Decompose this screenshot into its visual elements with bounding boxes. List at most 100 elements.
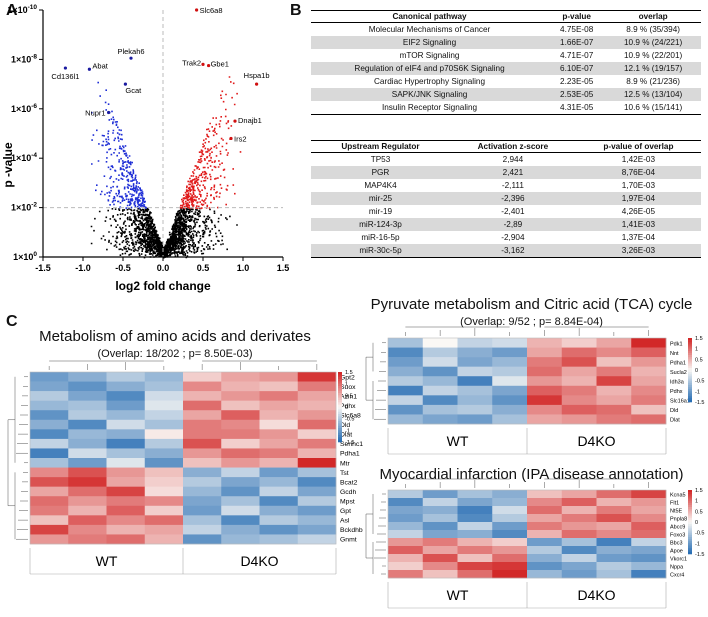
heatmap-cell <box>221 505 260 516</box>
heatmap-cell <box>297 477 337 487</box>
heatmap-border <box>29 371 337 545</box>
heatmap-cell <box>30 534 69 545</box>
heatmap-cell <box>388 338 424 348</box>
heatmap-cell <box>492 562 528 571</box>
volcano-gene-point <box>201 62 205 66</box>
heatmap-cell <box>422 570 458 579</box>
heatmap-cell <box>492 554 528 563</box>
ur-row: mir-19 -2,401 4,26E-05 <box>311 205 701 218</box>
heatmap-gene-label: Serinc1 <box>340 441 363 448</box>
heatmap-cell <box>30 372 69 382</box>
heatmap-cell <box>221 534 260 545</box>
heatmap-cell <box>144 448 184 459</box>
heatmap-cell <box>183 505 222 516</box>
heatmap-cell <box>631 498 667 507</box>
heatmap-cell <box>68 381 107 392</box>
volcano-gene-label: Hspa1b <box>244 71 270 80</box>
heatmap-cell <box>297 486 337 497</box>
heatmap-cell <box>422 530 458 539</box>
heatmap-cell <box>492 522 528 531</box>
heatmap-gene-label: Apoe <box>670 549 683 555</box>
heatmap-cell <box>259 505 299 516</box>
heatmap-cell <box>221 448 260 459</box>
heatmap-cell <box>561 546 597 555</box>
heatmap-gene-label: Gpt2 <box>340 374 355 381</box>
heatmap-cell <box>30 486 69 497</box>
volcano-gene-label: Plekah6 <box>117 47 144 56</box>
heatmap-cell <box>527 538 563 547</box>
amino-heatmap-title: Metabolism of amino acids and derivates <box>39 328 311 345</box>
heatmap-gene-label: Abcc9 <box>670 525 685 531</box>
ur-cell: 2,421 <box>449 166 576 179</box>
heatmap-gene-label: Mpst <box>340 499 355 506</box>
heatmap-cell <box>144 429 184 440</box>
heatmap-cell <box>631 514 667 523</box>
heatmap-cell <box>561 414 597 425</box>
heatmap-cell <box>561 514 597 523</box>
heatmap-cell <box>144 524 184 535</box>
heatmap-cell <box>422 562 458 571</box>
volcano-gene-label: Cd136l1 <box>51 72 79 81</box>
heatmap-color-legend: 1.5 1 0.5 0 -0.5 -1 -1.5 <box>688 488 704 558</box>
heatmap-cell <box>527 338 563 348</box>
ur-cell: MAP4K4 <box>364 180 397 190</box>
heatmap-cell <box>297 429 337 440</box>
legend-tick-label: -1.5 <box>695 400 704 406</box>
heatmap-cell <box>183 458 222 468</box>
heatmap-cell <box>106 438 146 449</box>
panel-b-label: B <box>290 2 302 19</box>
heatmap-cell <box>297 410 337 421</box>
heatmap-gene-label: Cxcr4 <box>670 573 684 579</box>
pw-header-pathway: Canonical pathway <box>311 10 549 23</box>
heatmap-gene-label: Asl <box>340 518 350 525</box>
pw-cell: 10.9 % (24/221) <box>605 36 701 49</box>
heatmap-cell <box>561 366 597 377</box>
heatmap-gene-label: Vkorc1 <box>670 557 687 563</box>
volcano-gene-point <box>255 82 259 86</box>
ur-cell: 1,70E-03 <box>621 180 656 190</box>
heatmap-cell <box>561 522 597 531</box>
heatmap-cell <box>457 366 493 377</box>
volcano-ns-points <box>90 207 238 259</box>
heatmap-cell <box>631 522 667 531</box>
ur-header-regulator: Upstream Regulator <box>311 140 450 153</box>
heatmap-cell <box>561 506 597 515</box>
heatmap-cell <box>68 496 107 507</box>
heatmap-cell <box>561 357 597 367</box>
heatmap-cell <box>297 505 337 516</box>
pw-cell: 10.6 % (15/141) <box>605 101 701 115</box>
heatmap-group-wt: WT <box>447 587 469 603</box>
heatmap-cell <box>631 554 667 563</box>
heatmap-cell <box>30 458 69 468</box>
heatmap-cell <box>144 410 184 421</box>
heatmap-cell <box>561 347 597 358</box>
volcano-gene-point <box>87 67 91 71</box>
heatmap-cell <box>144 534 184 545</box>
heatmap-cell <box>527 498 563 507</box>
heatmap-cell <box>422 522 458 531</box>
volcano-x-tick-label: 0.5 <box>197 263 210 273</box>
heatmap-cell <box>183 419 222 430</box>
heatmap-cell <box>221 391 260 401</box>
heatmap-gene-label: Pdhx <box>340 403 356 410</box>
heatmap-cell <box>561 498 597 507</box>
heatmap-cell <box>596 338 632 348</box>
legend-tick-label: 0.5 <box>695 509 703 515</box>
heatmap-cell <box>631 562 667 571</box>
heatmap-cell <box>183 448 222 459</box>
volcano-plot: -1.5 -1.0 -0.5 0.0 0.5 1.0 1.51×10-101×10-81×1… <box>1 4 289 293</box>
pw-header-overlap: overlap <box>605 10 701 23</box>
pw-cell: 4.75E-08 <box>560 24 594 34</box>
volcano-gene-point <box>129 56 133 60</box>
volcano-gene-label: Abat <box>92 61 108 70</box>
heatmap-cell <box>297 458 337 468</box>
heatmap-cell <box>561 404 597 415</box>
legend-tick-label: -0.5 <box>695 379 704 385</box>
heatmap-cell <box>30 477 69 487</box>
pw-cell: EIF2 Signaling <box>311 36 549 49</box>
ur-cell: mir-19 <box>368 206 393 216</box>
heatmap-cell <box>297 438 337 449</box>
heatmap-gene-label: Gnmt <box>340 537 357 544</box>
heatmap-cell <box>561 562 597 571</box>
heatmap-gene-label: Pnpla8 <box>670 517 687 523</box>
